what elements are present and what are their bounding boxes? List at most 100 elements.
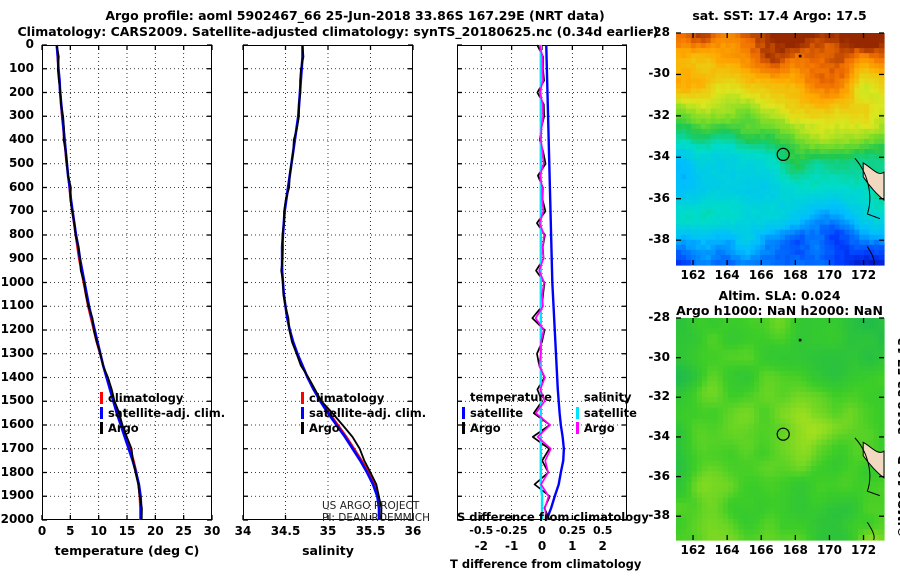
longitude-tick-label: 172: [851, 543, 877, 557]
salinity-diff-tick-label: -0.5: [469, 524, 494, 537]
legend-label: climatology: [108, 390, 184, 405]
x-tick-label: 0: [37, 524, 47, 538]
longitude-tick-label: 164: [714, 268, 740, 282]
legend-item: Argo: [301, 420, 426, 435]
sla-panel-title-line1: Altim. SLA: 0.024: [718, 288, 841, 303]
depth-tick-label: 600: [8, 179, 34, 194]
x-tick-label: 30: [203, 524, 221, 538]
x-tick-label: -2: [474, 539, 488, 553]
latitude-tick-label: -32: [648, 107, 670, 122]
longitude-tick-label: 168: [782, 268, 808, 282]
difference-salinity-ticklabels: -0.5 -0.25 0 0.25 0.5: [457, 524, 627, 538]
depth-tick-label: 1300: [0, 345, 34, 360]
latitude-tick-label: -28: [648, 25, 670, 39]
depth-tick-label: 700: [8, 203, 34, 218]
x-tick-label: 35: [319, 524, 337, 538]
difference-legend: temperature satellite Argo salinity satellit…: [462, 390, 637, 435]
longitude-tick-label: 166: [748, 268, 774, 282]
depth-tick-label: 300: [8, 108, 34, 123]
depth-tick-label: 1800: [0, 464, 34, 479]
x-tick-label: 34.5: [270, 524, 301, 538]
sla-map-svg: [676, 317, 885, 541]
depth-tick-label: 400: [8, 132, 34, 146]
x-tick-label: -1: [504, 539, 519, 553]
x-tick-label: 10: [90, 524, 108, 538]
temperature-difference-axis-label: T difference from climatology: [450, 557, 642, 571]
legend-column-header: temperature: [470, 390, 552, 404]
longitude-tick-label: 170: [816, 268, 842, 282]
copyright-timestamp: ©IMOS 19-Dec-2018 23:57:13: [896, 337, 900, 538]
depth-tick-label: 0: [25, 37, 34, 51]
longitude-tick-label: 162: [680, 543, 706, 557]
legend-label: satellite: [583, 405, 637, 420]
latitude-tick-label: -34: [648, 149, 670, 164]
latitude-tick-label: -36: [648, 190, 670, 205]
salinity-axis-label: salinity: [302, 543, 354, 558]
x-tick-label: 0: [537, 539, 547, 553]
temperature-axis-label: temperature (deg C): [54, 543, 200, 558]
legend-label: Argo: [583, 420, 615, 435]
x-tick-label: 34: [234, 524, 252, 538]
legend-label: Argo: [470, 420, 501, 435]
sst-map-lonticklabels: 162 164 166 168 170 172: [676, 268, 884, 284]
x-tick-label: 15: [118, 524, 136, 538]
depth-tick-label: 1400: [0, 369, 34, 384]
depth-tick-label: 1600: [0, 417, 34, 431]
legend-item: Argo: [462, 420, 552, 435]
latitude-tick-label: -38: [648, 232, 670, 247]
depth-tick-label: 2000: [0, 512, 34, 526]
legend-label: satellite-adj. clim.: [309, 405, 427, 420]
salinity-plot-svg: [242, 44, 414, 521]
longitude-tick-label: 164: [714, 543, 740, 557]
temperature-xticklabels: 0 5 10 15 20 25 30: [38, 524, 221, 540]
salinity-legend: climatology satellite-adj. clim. Argo: [301, 390, 426, 435]
legend-color-swatch: [301, 391, 304, 404]
salinity-xticklabels: 34 34.5 35 35.5 36: [235, 524, 422, 540]
legend-color-swatch: [462, 421, 465, 434]
legend-label: climatology: [309, 390, 385, 405]
legend-color-swatch: [100, 421, 103, 434]
x-tick-label: 35.5: [355, 524, 386, 538]
difference-plot-svg: [457, 44, 627, 521]
salinity-diff-tick-label: -0.25: [495, 524, 528, 537]
latitude-tick-label: -38: [648, 508, 670, 523]
depth-tick-label: 800: [8, 227, 34, 241]
depth-tick-label: 1900: [0, 488, 34, 503]
depth-tick-label: 1500: [0, 393, 34, 408]
sst-panel-title: sat. SST: 17.4 Argo: 17.5: [692, 8, 867, 23]
legend-column: salinity satellite Argo: [575, 390, 637, 435]
sla-panel-title-line2: Argo h1000: NaN h2000: NaN: [676, 303, 883, 318]
depth-tick-label: 1200: [0, 322, 34, 336]
latitude-tick-label: -34: [648, 428, 670, 443]
pi-annotation: PI: DEAN ROEMMICH: [322, 512, 431, 524]
legend-label: satellite: [470, 405, 524, 420]
legend-item: Argo: [575, 420, 637, 435]
salinity-diff-tick-label: 0: [538, 524, 546, 537]
sst-map-svg: [676, 32, 885, 266]
depth-tick-label: 100: [8, 60, 34, 75]
sla-map-lonticklabels: 162 164 166 168 170 172: [676, 543, 884, 559]
legend-item: satellite: [575, 405, 637, 420]
legend-item: satellite-adj. clim.: [301, 405, 426, 420]
legend-color-swatch: [301, 406, 304, 419]
legend-item: Argo: [100, 420, 225, 435]
temperature-plot-svg: [41, 44, 213, 521]
depth-tick-label: 200: [8, 84, 34, 99]
latitude-tick-label: -30: [648, 349, 670, 364]
salinity-diff-tick-label: 0.5: [592, 524, 613, 537]
main-title-line1: Argo profile: aoml 5902467_66 25-Jun-201…: [105, 8, 605, 23]
main-title-line2: Climatology: CARS2009. Satellite-adjuste…: [17, 24, 659, 39]
legend-label: satellite-adj. clim.: [108, 405, 226, 420]
legend-column-header: salinity: [583, 390, 632, 404]
depth-tick-label: 900: [8, 250, 34, 265]
longitude-tick-label: 166: [748, 543, 774, 557]
legend-item: climatology: [100, 390, 225, 405]
depth-tick-label: 1700: [0, 440, 34, 455]
legend-color-swatch: [100, 391, 103, 404]
legend-label: Argo: [108, 420, 139, 435]
latitude-tick-label: -28: [648, 310, 670, 324]
legend-item: satellite: [462, 405, 552, 420]
longitude-tick-label: 170: [816, 543, 842, 557]
temperature-legend: climatology satellite-adj. clim. Argo: [100, 390, 225, 435]
legend-item: satellite-adj. clim.: [100, 405, 225, 420]
